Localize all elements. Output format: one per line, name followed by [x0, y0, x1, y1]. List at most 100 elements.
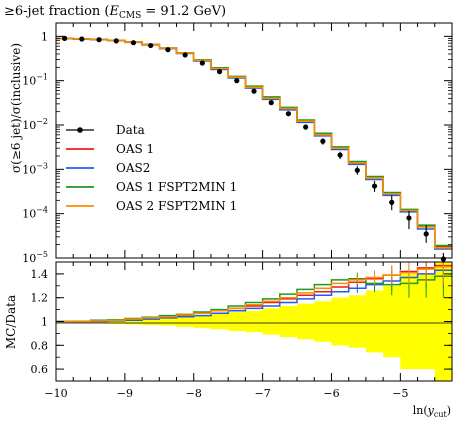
- y-tick-base: 10: [22, 208, 36, 221]
- data-point: [96, 37, 102, 43]
- y-tick-label: 10−1: [22, 73, 48, 88]
- y-tick-label: 10−2: [22, 117, 48, 132]
- data-point: [371, 183, 378, 189]
- x-title-prefix: ln(: [413, 404, 428, 417]
- band-segment: [176, 316, 195, 327]
- y-tick-base: 10: [22, 119, 36, 132]
- band-segment: [279, 306, 298, 337]
- band-segment: [228, 311, 246, 332]
- x-title-subscript: cut: [434, 410, 448, 419]
- data-point: [406, 215, 412, 221]
- main-panel-frame: [55, 22, 453, 259]
- band-segment: [193, 314, 212, 329]
- x-axis-title: ln(ycut): [413, 404, 451, 419]
- data-point: [62, 35, 68, 41]
- ratio-y-axis-title: MC/Data: [4, 295, 18, 349]
- y-tick-base: 1: [41, 30, 48, 43]
- y-tick-label: 10−5: [22, 250, 48, 265]
- chart-title: ≥6-jet fraction (ECMS = 91.2 GeV): [4, 4, 226, 21]
- title-energy-symbol: E: [108, 4, 119, 19]
- ratio-y-tick-label: 0.6: [31, 363, 49, 376]
- legend: Data OAS 1 OAS2 OAS 1 FSPT2MIN 1 OAS 2 FSPT2…: [66, 123, 237, 213]
- x-tick-label: −6: [323, 387, 339, 400]
- band-segment: [434, 262, 453, 381]
- data-point: [268, 100, 274, 106]
- ratio-line-1: [56, 269, 452, 323]
- data-point: [113, 38, 119, 44]
- ratio-line-3: [56, 266, 452, 323]
- legend-marker-data-point: [77, 127, 83, 133]
- y-tick-exponent: −1: [36, 73, 48, 82]
- legend-label-data: Data: [116, 123, 145, 137]
- ratio-panel-frame: [55, 261, 453, 382]
- data-point: [234, 78, 240, 84]
- data-points-group: [62, 35, 446, 264]
- data-point: [216, 69, 223, 75]
- y-tick-base: 10: [22, 75, 36, 88]
- band-segment: [417, 273, 436, 370]
- ratio-panel: 0.6 0.8 1 1.2 1.4: [31, 261, 453, 382]
- data-point: [320, 138, 326, 144]
- title-suffix: = 91.2 GeV): [141, 4, 226, 19]
- data-point: [251, 88, 257, 94]
- y-tick-label: 10−3: [22, 161, 48, 176]
- main-y-axis-title: σ(≥6 jet)/σ(inclusive): [9, 43, 23, 173]
- legend-label-2: OAS 1 FSPT2MIN 1: [116, 180, 237, 194]
- data-point: [130, 40, 137, 46]
- legend-label-1: OAS2: [116, 161, 150, 175]
- y-tick-base: 10: [22, 163, 36, 176]
- x-title-variable: y: [427, 404, 435, 417]
- band-segment: [348, 295, 367, 348]
- data-point: [423, 231, 429, 237]
- band-segment: [245, 310, 263, 333]
- main-panel: 110−110−210−310−410−5: [22, 22, 453, 265]
- x-axis-tick-labels: −10 −9 −8 −7 −6 −5: [44, 387, 408, 400]
- ratio-axis-ticks: 0.6 0.8 1 1.2 1.4: [31, 261, 453, 382]
- data-point: [148, 42, 154, 49]
- ratio-y-tick-label: 0.8: [31, 339, 49, 352]
- ratio-y-tick-label: 1.4: [31, 268, 49, 281]
- data-point: [79, 36, 85, 42]
- band-segment: [159, 317, 177, 326]
- title-prefix: ≥6-jet fraction (: [4, 4, 109, 19]
- y-tick-exponent: −3: [36, 161, 48, 170]
- series-line-3: [56, 37, 452, 249]
- legend-label-3: OAS 2 FSPT2MIN 1: [116, 199, 237, 213]
- data-point: [389, 199, 395, 205]
- data-point: [285, 111, 292, 117]
- data-point: [354, 167, 360, 173]
- data-point: [199, 60, 205, 66]
- band-segment: [314, 301, 332, 342]
- data-point: [303, 124, 309, 130]
- band-segment: [331, 297, 349, 346]
- y-tick-label: 10−4: [22, 206, 48, 221]
- x-tick-label: −5: [392, 387, 408, 400]
- band-segment: [142, 317, 160, 326]
- legend-label-0: OAS 1: [116, 142, 154, 156]
- x-tick-label: −10: [44, 387, 67, 400]
- data-point: [165, 47, 171, 53]
- data-point: [440, 256, 446, 262]
- ratio-y-tick-label: 1.2: [31, 292, 49, 305]
- y-tick-base: 10: [22, 252, 36, 265]
- band-segment: [383, 285, 401, 358]
- y-tick-exponent: −2: [36, 117, 48, 126]
- y-tick-exponent: −5: [36, 250, 48, 259]
- x-tick-label: −7: [254, 387, 270, 400]
- x-tick-label: −9: [117, 387, 133, 400]
- main-series-group: [56, 37, 452, 250]
- title-energy-subscript: CMS: [119, 11, 141, 21]
- band-segment: [365, 290, 384, 353]
- ratio-series-group: [56, 262, 452, 323]
- data-point: [337, 152, 343, 158]
- main-axis-ticks: 110−110−210−310−410−5: [22, 22, 453, 265]
- x-tick-label: −8: [186, 387, 202, 400]
- band-segment: [210, 313, 229, 330]
- data-point: [182, 52, 188, 58]
- ratio-y-tick-label: 1: [41, 316, 48, 329]
- band-segment: [297, 303, 315, 340]
- y-tick-label: 1: [41, 30, 48, 43]
- band-segment: [262, 308, 281, 335]
- y-tick-exponent: −4: [36, 206, 48, 215]
